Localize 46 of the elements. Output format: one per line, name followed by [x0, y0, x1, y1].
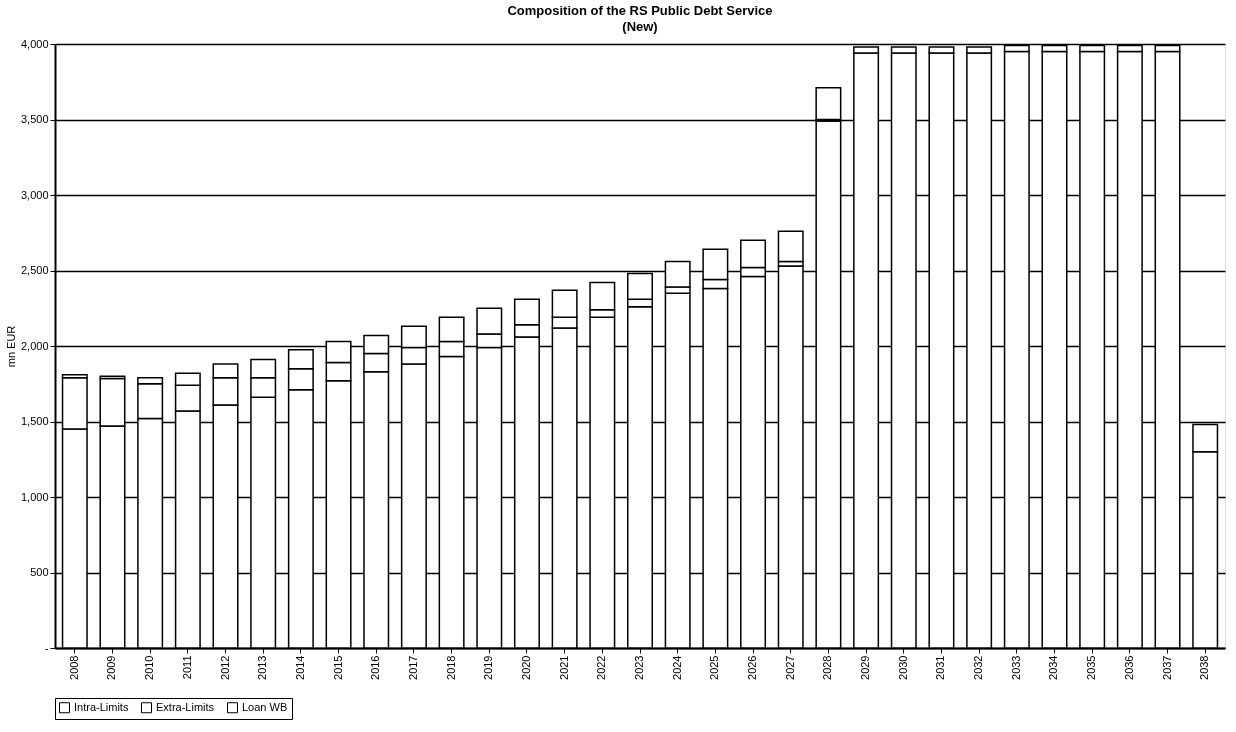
x-tick-label: 2026 [746, 655, 759, 680]
x-tick-label: 2014 [293, 655, 306, 680]
x-tick-label: 2038 [1198, 655, 1211, 680]
x-tick-label: 2016 [369, 655, 382, 680]
legend-label: Intra-Limits [74, 700, 129, 713]
legend-label: Loan WB [242, 700, 288, 713]
x-tick-label: 2027 [783, 655, 796, 680]
x-tick-label: 2033 [1009, 655, 1022, 680]
x-tick-label: 2030 [896, 655, 909, 680]
x-tick-label: 2023 [633, 655, 645, 680]
y-tick-label: 2,000 [20, 339, 49, 352]
y-tick-label: - [44, 641, 49, 654]
x-tick-label: 2011 [180, 655, 193, 680]
x-tick-label: 2021 [557, 655, 570, 680]
x-tick-label: 2031 [934, 655, 947, 680]
x-tick-label: 2012 [218, 655, 231, 680]
y-tick-label: 2,500 [20, 264, 49, 276]
x-tick-label: 2017 [406, 655, 419, 680]
x-tick-label: 2036 [1122, 655, 1135, 680]
x-tick-label: 2028 [821, 655, 834, 680]
x-tick-label: 2015 [331, 655, 344, 680]
x-tick-label: 2019 [482, 655, 495, 680]
x-tick-label: 2010 [143, 655, 156, 680]
x-tick-label: 2035 [1085, 655, 1098, 680]
x-tick-label: 2029 [859, 655, 872, 680]
x-tick-label: 2034 [1047, 655, 1060, 680]
y-tick-label: 500 [30, 566, 49, 578]
x-tick-label: 2018 [444, 655, 457, 680]
y-tick-label: 1,000 [20, 490, 49, 503]
y-tick-label: 4,000 [20, 37, 49, 50]
chart-subtitle: (New) [622, 19, 658, 34]
x-tick-label: 2024 [670, 655, 683, 680]
y-tick-label: 3,500 [20, 113, 49, 125]
x-tick-label: 2020 [519, 655, 532, 680]
x-tick-label: 2013 [256, 655, 269, 680]
y-axis-title: mn EUR [4, 325, 17, 368]
legend-label: Extra-Limits [156, 700, 215, 713]
x-tick-label: 2025 [708, 655, 721, 680]
x-tick-label: 2037 [1160, 655, 1173, 680]
x-tick-label: 2008 [67, 655, 80, 680]
x-tick-label: 2022 [595, 655, 608, 680]
chart-title: Composition of the RS Public Debt Service [507, 3, 773, 18]
y-tick-label: 1,500 [20, 415, 49, 427]
y-tick-label: 3,000 [20, 188, 49, 201]
x-tick-label: 2032 [972, 655, 985, 680]
x-tick-label: 2009 [105, 655, 118, 680]
